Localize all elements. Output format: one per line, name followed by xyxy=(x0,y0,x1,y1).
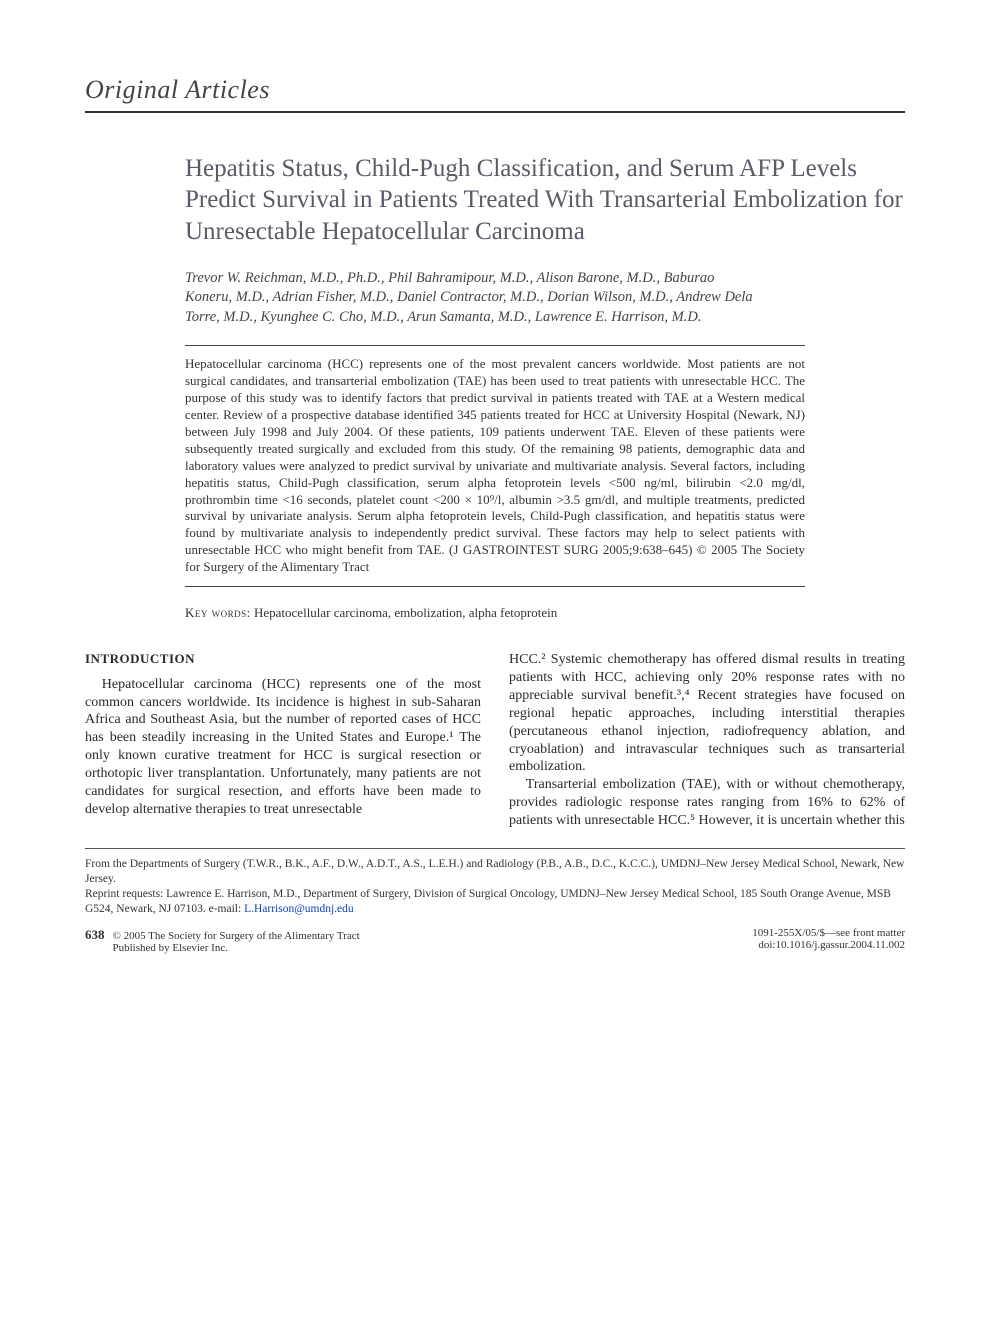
footer-rule xyxy=(85,848,905,849)
intro-paragraph-3: Transarterial embolization (TAE), with o… xyxy=(509,776,905,830)
keywords-text: Hepatocellular carcinoma, embolization, … xyxy=(254,605,557,620)
intro-paragraph-2: HCC.² Systemic chemotherapy has offered … xyxy=(509,651,905,776)
page-number: 638 xyxy=(85,927,105,943)
publisher-row: 638 © 2005 The Society for Surgery of th… xyxy=(85,927,905,954)
affiliation-note: From the Departments of Surgery (T.W.R.,… xyxy=(85,857,905,887)
authors-list: Trevor W. Reichman, M.D., Ph.D., Phil Ba… xyxy=(185,269,765,328)
keywords-label: Key words: xyxy=(185,605,251,620)
abstract-text: Hepatocellular carcinoma (HCC) represent… xyxy=(185,356,805,576)
doi-line: doi:10.1016/j.gassur.2004.11.002 xyxy=(758,939,905,951)
issn-line: 1091-255X/05/$—see front matter xyxy=(752,927,905,939)
column-left: INTRODUCTION Hepatocellular carcinoma (H… xyxy=(85,651,481,830)
intro-paragraph-1: Hepatocellular carcinoma (HCC) represent… xyxy=(85,676,481,819)
section-rule xyxy=(85,111,905,113)
publisher-line: Published by Elsevier Inc. xyxy=(113,942,228,954)
reprint-note: Reprint requests: Lawrence E. Harrison, … xyxy=(85,887,905,917)
abstract-rule-bottom xyxy=(185,586,805,587)
introduction-heading: INTRODUCTION xyxy=(85,651,481,668)
copyright-line: © 2005 The Society for Surgery of the Al… xyxy=(113,930,360,942)
abstract-rule-top xyxy=(185,345,805,346)
publisher-text: © 2005 The Society for Surgery of the Al… xyxy=(113,930,360,954)
keywords-line: Key words: Hepatocellular carcinoma, emb… xyxy=(185,605,905,621)
article-title: Hepatitis Status, Child-Pugh Classificat… xyxy=(185,153,905,247)
reprint-text: Reprint requests: Lawrence E. Harrison, … xyxy=(85,888,891,915)
column-right: HCC.² Systemic chemotherapy has offered … xyxy=(509,651,905,830)
publisher-right: 1091-255X/05/$—see front matter doi:10.1… xyxy=(752,927,905,954)
correspondence-email-link[interactable]: L.Harrison@umdnj.edu xyxy=(244,903,354,915)
section-header: Original Articles xyxy=(85,75,905,105)
publisher-left: 638 © 2005 The Society for Surgery of th… xyxy=(85,927,360,954)
body-columns: INTRODUCTION Hepatocellular carcinoma (H… xyxy=(85,651,905,830)
